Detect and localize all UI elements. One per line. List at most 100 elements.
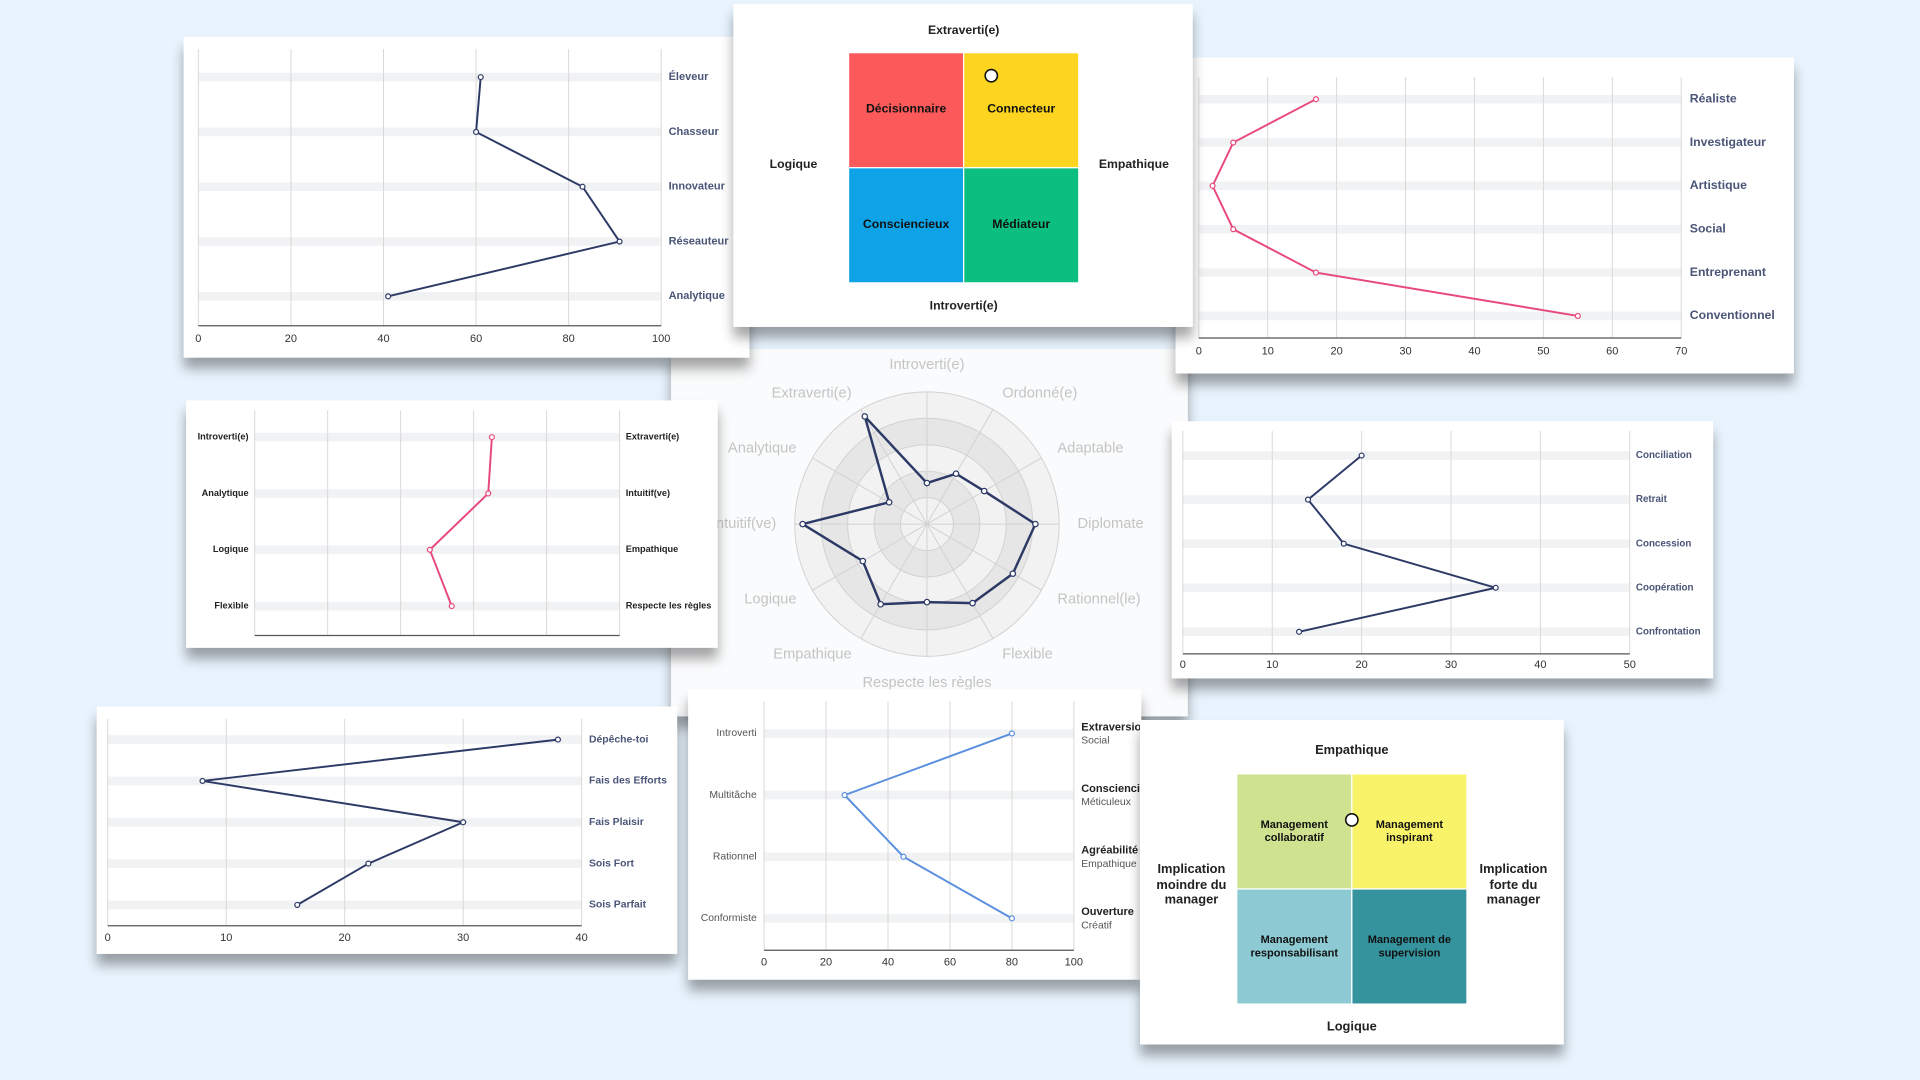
x-tick-label: 20 [1355, 659, 1367, 671]
radar-spoke [812, 523, 928, 591]
point [1340, 540, 1347, 547]
quadrant-label-box: Connecteur [987, 102, 1056, 117]
category-label: Réaliste [1690, 91, 1737, 105]
quadrant-label: Décisionnaire [865, 102, 947, 117]
category-label: Conventionnel [1690, 308, 1775, 322]
quadrant-label-box: Management responsabilisant [1250, 933, 1339, 959]
point [1312, 96, 1320, 103]
row-band [1182, 583, 1630, 593]
x-tick-label: 40 [882, 956, 894, 968]
axis-bottom-label: Introverti(e) [930, 298, 998, 312]
right-label-subtitle: Empathique [1081, 859, 1137, 870]
radar-spoke [812, 457, 928, 525]
x-tick-label: 0 [1180, 659, 1186, 671]
x-tick-label: 20 [1330, 345, 1342, 357]
chart-card: Introverti(e) Ordonné(e) Adaptable Diplomat… [671, 348, 1188, 717]
x-tick-label: 70 [1675, 345, 1687, 357]
row-band [1198, 94, 1682, 104]
category-label: Fais des Efforts [589, 776, 667, 787]
radar-axis-label: Rationnel(le) [1057, 591, 1140, 607]
x-tick-label: 60 [944, 956, 956, 968]
point [900, 853, 907, 860]
point [1230, 226, 1237, 233]
axis-right-label: Implication forte du manager [1479, 862, 1548, 908]
row-band [764, 852, 1074, 862]
x-tick-label: 10 [1266, 659, 1278, 671]
category-label: Artistique [1690, 178, 1747, 192]
point [477, 74, 484, 81]
row-band [1198, 268, 1682, 277]
right-label-subtitle: Méticuleux [1081, 797, 1131, 808]
x-tick-label: 50 [1537, 345, 1549, 357]
x-tick-label: 10 [1262, 345, 1274, 357]
radar-spoke [926, 409, 994, 525]
category-label: Chasseur [669, 126, 720, 138]
radar-point [885, 498, 893, 506]
radar-axis-label: Intuitif(ve) [712, 516, 776, 532]
row-band [254, 489, 620, 498]
point [1296, 628, 1303, 635]
x-tick-label: 20 [339, 932, 351, 944]
radar-point [1009, 570, 1017, 577]
axis-left-label: Logique [769, 157, 818, 172]
quadrant-label-box: Management inspirant [1376, 818, 1443, 843]
row-band [198, 182, 662, 192]
row-band [1198, 311, 1682, 321]
radar-point [952, 470, 960, 477]
radar-axis-label: Flexible [1002, 646, 1053, 662]
x-tick-label: 0 [105, 932, 111, 944]
row-band [198, 127, 662, 137]
chart-card: Management collaboratif Management inspir… [1140, 720, 1564, 1045]
point [1312, 269, 1320, 276]
radar-spoke [926, 523, 1042, 591]
quadrant-cell [1351, 888, 1468, 1005]
x-tick-label: 60 [470, 333, 482, 345]
category-label: Retrait [1636, 494, 1668, 505]
radar-axis-label: Extraverti(e) [772, 386, 852, 402]
x-tick-label: 100 [1065, 956, 1083, 968]
axis-bottom-label: Logique [1327, 1019, 1377, 1034]
right-label: Extraverti(e) [626, 432, 680, 442]
quadrant-label: Médiateur [992, 217, 1051, 232]
axis-top-label: Empathique [1315, 742, 1389, 757]
x-tick-label: 20 [820, 956, 832, 968]
radar-point [969, 599, 976, 607]
quadrant-label: Management responsabilisant [1250, 933, 1339, 959]
row-band [254, 545, 620, 555]
quadrant-label: Consciencieux [862, 217, 950, 232]
x-tick-label: 0 [195, 333, 201, 345]
row-band [764, 790, 1074, 800]
radar-axis-label: Respecte les règles [862, 675, 991, 691]
category-label: Entreprenant [1690, 265, 1766, 279]
row-band [1198, 224, 1682, 234]
axis-right-label: Empathique [1098, 157, 1169, 172]
line [1211, 98, 1579, 317]
x-tick-label: 80 [563, 333, 575, 345]
row-band [1182, 495, 1630, 504]
quadrant-label-box: Médiateur [992, 217, 1051, 232]
x-tick-label: 30 [1445, 659, 1457, 671]
point [1574, 312, 1581, 319]
radar-axis-label: Logique [744, 591, 796, 607]
point [448, 603, 455, 610]
line [842, 732, 1013, 920]
axis-left-label-box: Implication moindre du manager [1156, 862, 1227, 908]
quadrant-cell [963, 167, 1080, 284]
axis-left-label: Implication moindre du manager [1156, 862, 1227, 908]
right-label-title: Extraversion [1081, 721, 1148, 733]
x-tick-label: 40 [377, 333, 389, 345]
axis-right-label-box: Implication forte du manager [1479, 862, 1548, 908]
point [1209, 182, 1216, 189]
chart-card: 0 10 20 30 40 Dépêche-toi Fais des Efforts Fais… [96, 706, 678, 954]
chart-card: Introverti(e) Analytique Logique Flexible Ex… [186, 400, 718, 648]
x-tick-label: 30 [1399, 345, 1411, 357]
quadrant-label-box: Management collaboratif [1261, 818, 1328, 843]
point [1358, 452, 1365, 459]
radar-point [923, 598, 931, 606]
point [199, 777, 206, 784]
x-tick-label: 50 [1624, 659, 1636, 671]
quadrant-label: Connecteur [987, 102, 1056, 117]
quadrant-label-box: Décisionnaire [865, 102, 947, 117]
